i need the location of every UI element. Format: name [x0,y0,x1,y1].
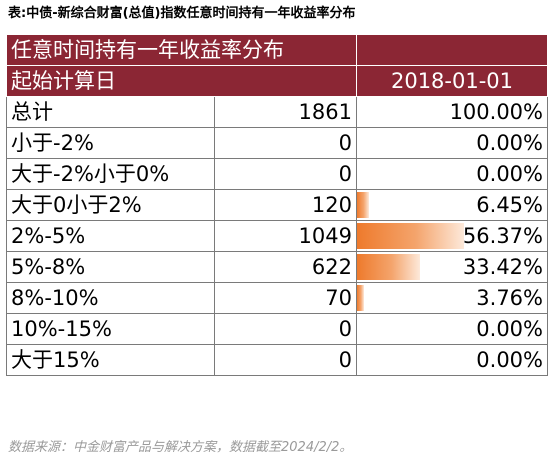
row-count: 1049 [298,223,352,248]
table-row: 总计 1861 100.00% [6,96,548,128]
row-label: 总计 [7,97,215,127]
row-percent: 0.00% [476,130,543,155]
row-label: 5%-8% [7,252,215,282]
start-date-value: 2018-01-01 [356,65,548,97]
return-distribution-table: 任意时间持有一年收益率分布 起始计算日 2018-01-01 总计 1861 100… [6,34,548,376]
row-label-and-count: 大于0小于2% 120 [6,189,357,221]
row-label: 2%-5% [7,221,215,251]
row-percent: 100.00% [449,99,543,124]
row-percent: 6.45% [476,192,543,217]
percent-data-bar [357,223,465,249]
row-count: 0 [338,130,352,155]
table-row: 10%-15% 0 0.00% [6,313,548,345]
row-label-and-count: 小于-2% 0 [6,127,357,159]
row-percent-cell: 33.42% [356,251,548,283]
row-label-and-count: 大于15% 0 [6,344,357,376]
row-label-and-count: 总计 1861 [6,96,357,128]
row-percent-cell: 0.00% [356,344,548,376]
table-row: 大于0小于2% 120 6.45% [6,189,548,221]
row-percent-cell: 0.00% [356,127,548,159]
row-count: 0 [338,347,352,372]
row-count: 622 [311,254,352,279]
table-caption: 表:中债-新综合财富(总值)指数任意时间持有一年收益率分布 [8,6,356,21]
source-note: 数据来源：中金财富产品与解决方案，数据截至2024/2/2。 [8,440,353,455]
table-row: 2%-5% 1049 56.37% [6,220,548,252]
row-label-and-count: 2%-5% 1049 [6,220,357,252]
row-percent: 0.00% [476,316,543,341]
percent-data-bar [357,192,370,218]
row-count: 0 [338,316,352,341]
row-label: 小于-2% [7,128,215,158]
row-percent: 3.76% [476,285,543,310]
row-label: 8%-10% [7,283,215,313]
start-date-row: 起始计算日 2018-01-01 [6,65,548,97]
row-percent: 0.00% [476,161,543,186]
row-count: 120 [311,192,352,217]
table-row: 小于-2% 0 0.00% [6,127,548,159]
row-percent-cell: 3.76% [356,282,548,314]
row-label-and-count: 8%-10% 70 [6,282,357,314]
percent-data-bar [357,254,421,280]
row-percent: 56.37% [462,223,543,248]
start-date-label: 起始计算日 [6,65,357,97]
table-title: 任意时间持有一年收益率分布 [6,34,357,66]
row-percent-cell: 6.45% [356,189,548,221]
table-title-row: 任意时间持有一年收益率分布 [6,34,548,66]
percent-data-bar [357,285,365,311]
table-row: 5%-8% 622 33.42% [6,251,548,283]
table-row: 8%-10% 70 3.76% [6,282,548,314]
row-label: 大于-2%小于0% [7,159,215,189]
row-label: 大于15% [7,345,215,375]
row-percent: 33.42% [462,254,543,279]
row-count: 0 [338,161,352,186]
table-title-filler [356,34,548,66]
row-label-and-count: 5%-8% 622 [6,251,357,283]
table-row: 大于-2%小于0% 0 0.00% [6,158,548,190]
row-label: 10%-15% [7,314,215,344]
row-label-and-count: 大于-2%小于0% 0 [6,158,357,190]
table-row: 大于15% 0 0.00% [6,344,548,376]
row-percent: 0.00% [476,347,543,372]
row-label-and-count: 10%-15% 0 [6,313,357,345]
row-percent-cell: 0.00% [356,158,548,190]
row-count: 70 [325,285,352,310]
row-label: 大于0小于2% [7,190,215,220]
row-percent-cell: 56.37% [356,220,548,252]
row-percent-cell: 100.00% [356,96,548,128]
row-count: 1861 [298,99,352,124]
row-percent-cell: 0.00% [356,313,548,345]
